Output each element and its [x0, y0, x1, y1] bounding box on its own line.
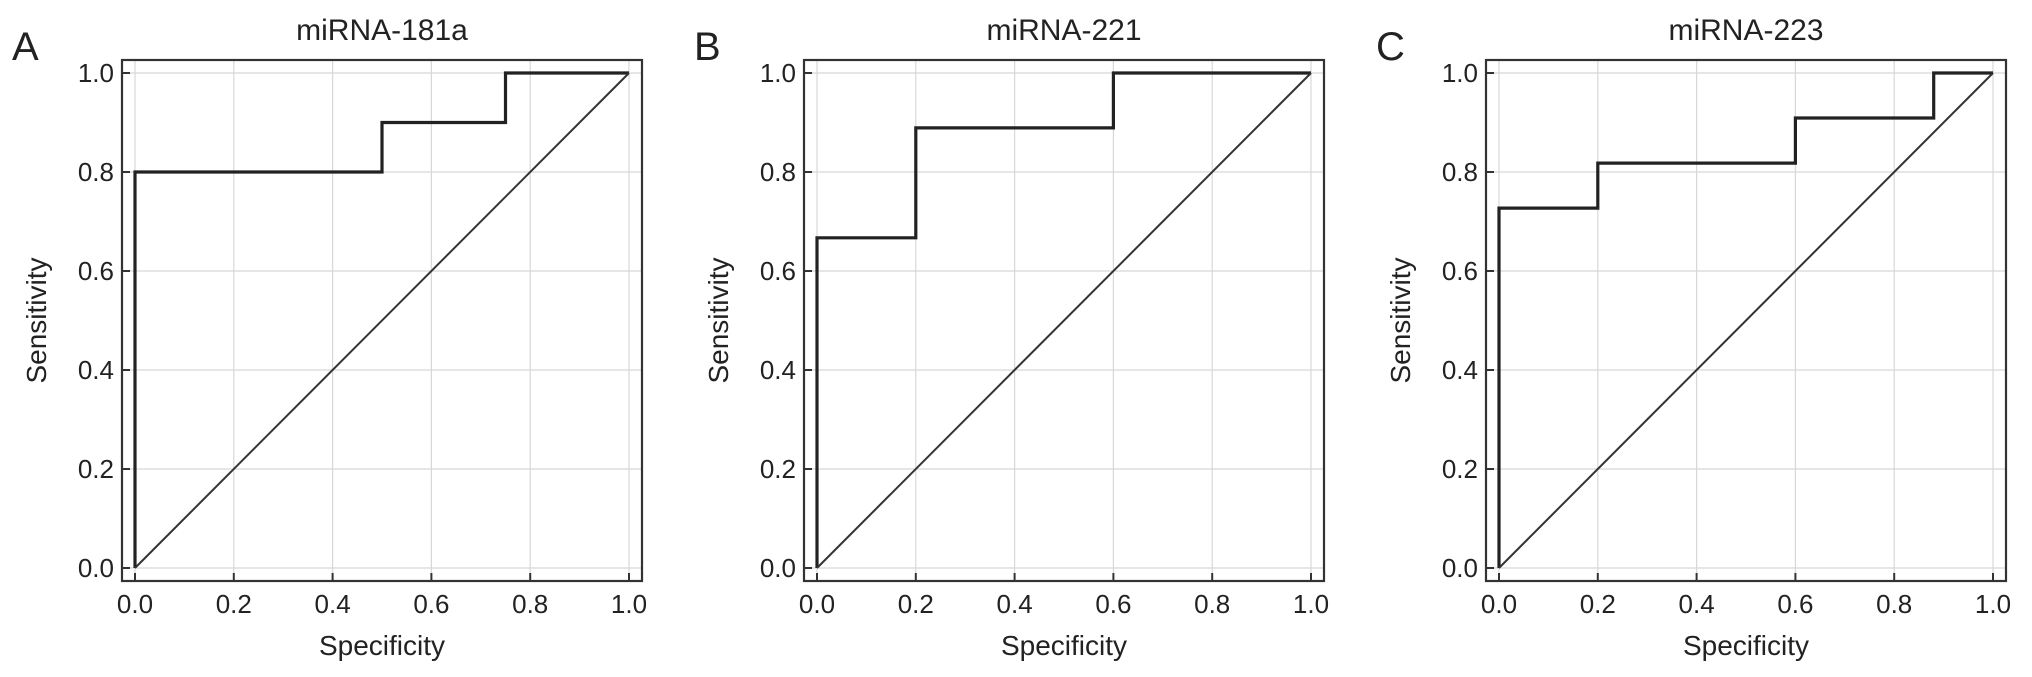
- x-tick-label: 1.0: [1975, 589, 2011, 619]
- y-tick-label: 0.8: [78, 157, 114, 187]
- chart-panel-a: 0.0 0.2 0.4 0.6 0.8 1.0 0.0 0.2 0.4 0.6 0.8 1.0 miRN…: [12, 14, 647, 661]
- x-axis-label: Specificity: [319, 630, 445, 661]
- x-tick-label: 0.0: [117, 589, 153, 619]
- chart-panel-c: 0.0 0.2 0.4 0.6 0.8 1.0 0.0 0.2 0.4 0.6 0.8 1.0 miRN…: [1376, 14, 2011, 661]
- y-tick-label: 1.0: [78, 58, 114, 88]
- x-tick-label: 0.4: [997, 589, 1033, 619]
- y-tick-label: 0.6: [1442, 256, 1478, 286]
- x-tick-label: 0.8: [1876, 589, 1912, 619]
- y-tick-label: 0.2: [1442, 454, 1478, 484]
- chart-title: miRNA-223: [1668, 14, 1823, 47]
- x-tick-label: 0.2: [1580, 589, 1616, 619]
- roc-curve: [133, 71, 629, 568]
- x-tick-label: 0.2: [898, 589, 934, 619]
- reference-diagonal: [134, 72, 630, 569]
- plot-frame: [802, 58, 1326, 583]
- x-tick-label: 0.0: [1481, 589, 1517, 619]
- plot-frame: [1484, 58, 2008, 583]
- plot-frame: [120, 58, 644, 583]
- reference-diagonal: [1498, 72, 1994, 569]
- y-tick-label: 0.2: [760, 454, 796, 484]
- x-tick-label: 0.2: [216, 589, 252, 619]
- x-tick-label: 0.8: [1194, 589, 1230, 619]
- y-tick-label: 0.4: [1442, 355, 1478, 385]
- x-tick-label: 0.0: [799, 589, 835, 619]
- x-tick-label: 0.6: [1095, 589, 1131, 619]
- x-tick-label: 1.0: [1293, 589, 1329, 619]
- roc-curve: [815, 71, 1311, 568]
- y-tick-label: 0.6: [760, 256, 796, 286]
- y-tick-label: 0.8: [760, 157, 796, 187]
- panel-label: B: [694, 25, 721, 69]
- y-tick-label: 0.4: [78, 355, 114, 385]
- reference-diagonal: [816, 72, 1312, 569]
- y-axis-label: Sensitivity: [1385, 257, 1416, 383]
- y-tick-label: 0.6: [78, 256, 114, 286]
- panel-label: A: [12, 25, 39, 69]
- y-tick-label: 0.0: [1442, 553, 1478, 583]
- y-tick-label: 0.0: [760, 553, 796, 583]
- y-tick-label: 0.8: [1442, 157, 1478, 187]
- y-tick-label: 0.2: [78, 454, 114, 484]
- x-tick-label: 1.0: [611, 589, 647, 619]
- chart-panel-b: 0.0 0.2 0.4 0.6 0.8 1.0 0.0 0.2 0.4 0.6 0.8 1.0 miRN…: [694, 14, 1329, 661]
- x-axis-label: Specificity: [1683, 630, 1809, 661]
- x-tick-label: 0.6: [413, 589, 449, 619]
- chart-title: miRNA-181a: [296, 14, 468, 47]
- x-axis-label: Specificity: [1001, 630, 1127, 661]
- y-axis-label: Sensitivity: [703, 257, 734, 383]
- y-tick-label: 0.4: [760, 355, 796, 385]
- y-tick-label: 1.0: [1442, 58, 1478, 88]
- roc-curve: [1497, 71, 1993, 568]
- x-tick-label: 0.4: [1679, 589, 1715, 619]
- panel-label: C: [1376, 25, 1405, 69]
- y-axis-label: Sensitivity: [21, 257, 52, 383]
- chart-title: miRNA-221: [986, 14, 1141, 47]
- x-tick-label: 0.4: [315, 589, 351, 619]
- y-tick-label: 1.0: [760, 58, 796, 88]
- x-tick-label: 0.8: [512, 589, 548, 619]
- y-tick-label: 0.0: [78, 553, 114, 583]
- x-tick-label: 0.6: [1777, 589, 1813, 619]
